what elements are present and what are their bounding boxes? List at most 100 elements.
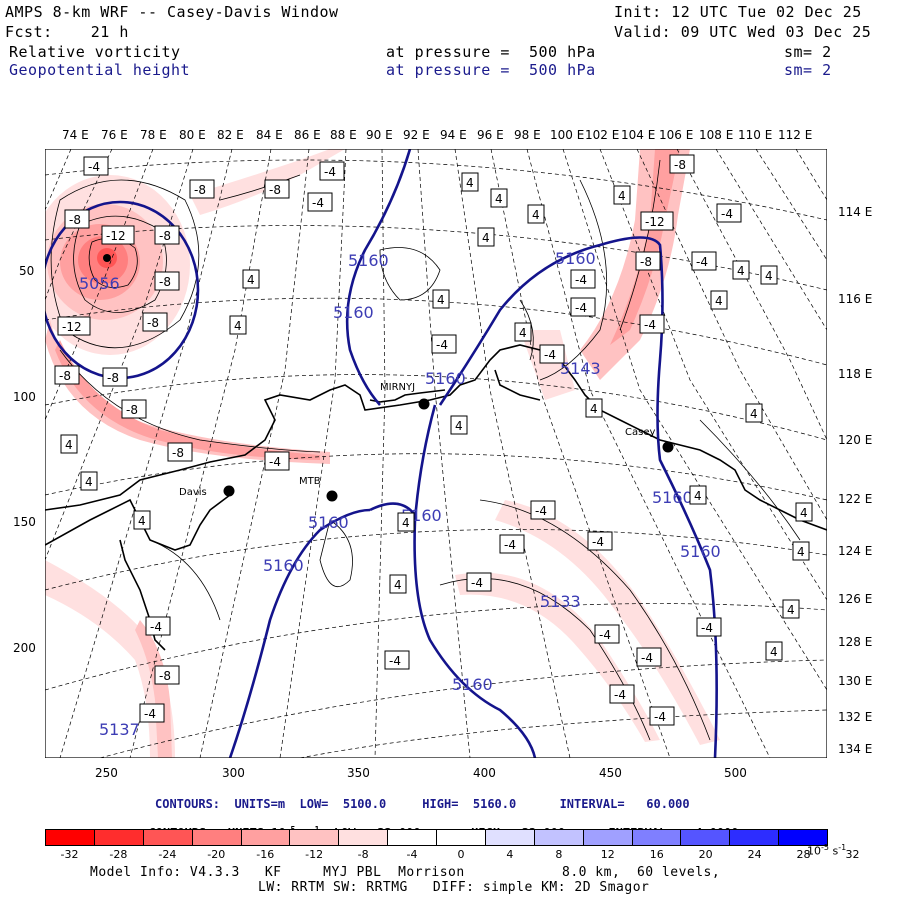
svg-text:4: 4: [618, 189, 626, 203]
svg-text:4: 4: [85, 475, 93, 489]
vort-label: 4: [477, 227, 495, 247]
lon-tick: 120 E: [838, 433, 873, 447]
colorbar-swatch: [485, 830, 535, 845]
height-label: 5160: [680, 542, 721, 561]
svg-text:4: 4: [455, 419, 463, 433]
svg-text:4: 4: [138, 514, 146, 528]
svg-text:4: 4: [797, 545, 805, 559]
svg-text:-4: -4: [614, 688, 626, 702]
svg-text:4: 4: [466, 176, 474, 190]
colorbar-swatch: [583, 830, 633, 845]
colorbar-label: -32: [60, 848, 79, 861]
svg-text:4: 4: [234, 319, 242, 333]
field1-name: Relative vorticity: [9, 43, 181, 61]
vort-label: -8: [121, 399, 147, 419]
grid-x-tick: 350: [347, 766, 370, 780]
vort-label: -4: [587, 531, 613, 551]
lon-tick: 116 E: [838, 292, 873, 306]
colorbar-label: -8: [357, 848, 369, 861]
vort-label: -8: [154, 271, 180, 291]
svg-text:4: 4: [65, 438, 73, 452]
vort-label: -8: [264, 179, 290, 199]
svg-text:-4: -4: [654, 710, 666, 724]
lon-tick: 84 E: [256, 128, 283, 142]
svg-text:-8: -8: [674, 158, 686, 172]
colorbar: [45, 829, 828, 846]
lon-tick: 98 E: [514, 128, 541, 142]
vort-label: -8: [102, 367, 128, 387]
station-label-davis: Davis: [179, 487, 207, 498]
station-label-mirny: MIRNYJ: [380, 382, 415, 393]
lon-tick: 104 E: [621, 128, 656, 142]
grid-x-tick: 450: [599, 766, 622, 780]
vort-label: -4: [83, 156, 109, 176]
vort-label: 4: [389, 574, 407, 594]
vort-label: -8: [64, 209, 90, 229]
grid-x-tick: 400: [473, 766, 496, 780]
vort-label: 4: [60, 434, 78, 454]
lon-tick: 128 E: [838, 635, 873, 649]
vort-label: -8: [669, 154, 695, 174]
graticule: [45, 149, 827, 758]
field1-level: at pressure = 500 hPa: [386, 43, 596, 61]
colorbar-label: -4: [406, 848, 418, 861]
colorbar-label: -16: [256, 848, 275, 861]
colorbar-label: 0: [457, 848, 465, 861]
mtb-marker: [326, 490, 338, 502]
svg-text:-8: -8: [640, 255, 652, 269]
colorbar-label: 20: [698, 848, 713, 861]
svg-text:-4: -4: [575, 273, 587, 287]
field2-smoothing: sm= 2: [784, 61, 832, 79]
vort-label: 4: [732, 260, 750, 280]
lon-tick: 90 E: [366, 128, 393, 142]
model-physics: LW: RRTM SW: RRTMG DIFF: simple KM: 2D S…: [258, 880, 650, 895]
svg-text:-4: -4: [88, 160, 100, 174]
svg-text:4: 4: [495, 192, 503, 206]
vort-label: -8: [142, 312, 168, 332]
vort-label: 4: [450, 415, 468, 435]
vort-label: -4: [539, 344, 565, 364]
station-markers: [103, 254, 674, 502]
height-label: 5160: [425, 369, 466, 388]
svg-text:4: 4: [482, 231, 490, 245]
svg-text:-4: -4: [436, 338, 448, 352]
svg-text:4: 4: [437, 293, 445, 307]
height-label: 5160: [263, 556, 304, 575]
svg-text:-8: -8: [159, 229, 171, 243]
vort-label: -4: [530, 500, 556, 520]
lon-tick: 118 E: [838, 367, 873, 381]
svg-text:-12: -12: [106, 229, 126, 243]
forecast-hour: Fcst: 21 h: [5, 23, 129, 41]
vort-label: 4: [80, 471, 98, 491]
vort-label: 4: [613, 185, 631, 205]
lon-tick: 134 E: [838, 742, 873, 756]
lon-tick: 112 E: [778, 128, 813, 142]
lon-tick: 100 E: [550, 128, 585, 142]
lon-tick: 92 E: [403, 128, 430, 142]
svg-text:4: 4: [519, 326, 527, 340]
vort-label: -8: [54, 365, 80, 385]
vort-label: 4: [461, 172, 479, 192]
colorbar-label: 8: [555, 848, 563, 861]
svg-text:-8: -8: [59, 369, 71, 383]
svg-text:4: 4: [394, 578, 402, 592]
colorbar-swatch: [192, 830, 242, 845]
vort-label: -4: [639, 314, 665, 334]
svg-text:4: 4: [402, 516, 410, 530]
low-value-label: 5137: [99, 720, 140, 739]
svg-text:-8: -8: [126, 403, 138, 417]
lon-tick: 76 E: [101, 128, 128, 142]
lon-tick: 110 E: [738, 128, 773, 142]
lon-tick: 114 E: [838, 205, 873, 219]
vort-label: -4: [319, 161, 345, 181]
vort-label: -4: [636, 647, 662, 667]
height-contour-info: CONTOURS: UNITS=m LOW= 5100.0 HIGH= 5160…: [155, 797, 690, 811]
map-title: AMPS 8-km WRF -- Casey-Davis Window: [5, 3, 339, 21]
vort-label: 4: [792, 541, 810, 561]
high-value-label: 5133: [540, 592, 581, 611]
colorbar-unit: 10-5 s-1: [807, 843, 847, 858]
lon-tick: 94 E: [440, 128, 467, 142]
lon-tick: 106 E: [659, 128, 694, 142]
vort-label: 4: [229, 315, 247, 335]
colorbar-swatch: [94, 830, 144, 845]
